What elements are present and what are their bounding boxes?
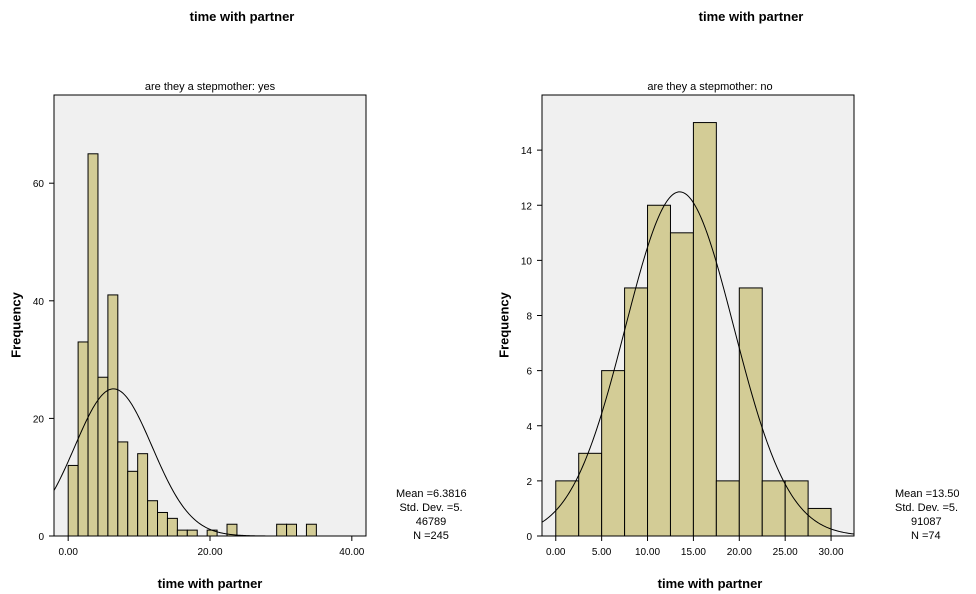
histogram-bar bbox=[176, 529, 188, 537]
stats-box: Mean =13.50 Std. Dev. =5. 91087 N =74 bbox=[895, 487, 976, 543]
histogram-bar bbox=[761, 480, 786, 537]
x-tick-label: 0.00 bbox=[58, 547, 78, 558]
x-tick-label: 25.00 bbox=[773, 547, 798, 558]
histogram-bar bbox=[67, 464, 79, 537]
x-axis-label: time with partner bbox=[157, 576, 263, 591]
x-tick-label: 40.00 bbox=[339, 547, 364, 558]
x-tick-label: 15.00 bbox=[681, 547, 706, 558]
stats-line: N =245 bbox=[413, 530, 449, 542]
histogram-bar bbox=[157, 511, 168, 537]
histogram-svg: 0.00 20.00 40.00 0 20 40 60 bbox=[33, 94, 367, 558]
histogram-bar bbox=[166, 517, 178, 537]
stats-line: Std. Dev. =5. bbox=[895, 502, 959, 514]
normal-curve bbox=[53, 388, 366, 537]
histogram-svg: 0.00 5.00 10.00 15.00 20.00 25.00 30.00 0 2 4 6 8 1… bbox=[521, 94, 855, 558]
chart-title: time with partner bbox=[189, 9, 295, 24]
histogram-bar bbox=[87, 153, 99, 537]
histogram-bar bbox=[784, 480, 809, 537]
x-tick-label: 20.00 bbox=[727, 547, 752, 558]
y-tick-label: 0 bbox=[526, 532, 532, 543]
x-tick-label: 10.00 bbox=[635, 547, 660, 558]
histogram-bar bbox=[555, 480, 580, 537]
stats-line: 46789 bbox=[415, 516, 447, 528]
x-tick-label: 0.00 bbox=[546, 547, 566, 558]
y-tick-label: 60 bbox=[33, 179, 45, 190]
stats-line: Mean =6.3816 bbox=[396, 488, 467, 500]
histogram-bar bbox=[601, 370, 626, 537]
stats-line: N =74 bbox=[911, 530, 941, 542]
chart-subtitle: are they a stepmother: no bbox=[647, 81, 773, 93]
stats-box: Mean =6.3816 Std. Dev. =5. 46789 N =245 bbox=[396, 487, 467, 543]
y-tick-label: 6 bbox=[526, 367, 532, 378]
histogram-bar bbox=[692, 122, 717, 537]
histogram-bar bbox=[127, 470, 139, 537]
normal-curve bbox=[541, 191, 855, 535]
x-axis-label: time with partner bbox=[657, 576, 763, 591]
chart-subtitle: are they a stepmother: yes bbox=[144, 81, 276, 93]
y-tick-label: 8 bbox=[526, 312, 532, 323]
stats-line: Std. Dev. =5. bbox=[399, 502, 463, 514]
x-tick-label: 30.00 bbox=[819, 547, 844, 558]
y-tick-label: 2 bbox=[526, 477, 532, 488]
histogram-bar bbox=[97, 376, 109, 537]
histogram-bar bbox=[276, 523, 288, 537]
y-tick-label: 10 bbox=[521, 256, 533, 267]
x-tick-label: 5.00 bbox=[592, 547, 612, 558]
histogram-bar bbox=[186, 529, 198, 537]
histogram-panel-left: time with partner 0.00 20.00 40.00 0 20 40 60… bbox=[8, 9, 467, 591]
y-tick-label: 20 bbox=[33, 414, 45, 425]
y-tick-label: 12 bbox=[521, 201, 533, 212]
y-tick-label: 0 bbox=[38, 532, 44, 543]
histogram-bar bbox=[117, 441, 129, 537]
stats-line: 91087 bbox=[911, 516, 942, 528]
histogram-bar bbox=[807, 507, 832, 537]
y-tick-label: 40 bbox=[33, 297, 45, 308]
histogram-bar bbox=[669, 232, 694, 537]
histogram-bar bbox=[137, 453, 149, 537]
histogram-bar bbox=[715, 480, 740, 537]
histogram-bar bbox=[77, 341, 89, 537]
histogram-bar bbox=[647, 204, 671, 537]
y-tick-label: 4 bbox=[526, 422, 532, 433]
y-axis-label: Frequency bbox=[496, 292, 512, 358]
x-tick-label: 20.00 bbox=[197, 547, 222, 558]
histogram-bar bbox=[286, 523, 298, 537]
y-axis-label: Frequency bbox=[8, 292, 24, 358]
histogram-panel-right: time with partner 0.00 5.00 10.00 15.00 20.0… bbox=[488, 0, 976, 594]
histogram-bar bbox=[624, 287, 649, 537]
histogram-bar bbox=[738, 287, 763, 537]
y-tick-label: 14 bbox=[521, 146, 533, 157]
histogram-bar bbox=[226, 523, 238, 537]
chart-title: time with partner bbox=[698, 9, 804, 24]
histogram-bar bbox=[107, 294, 119, 537]
stats-line: Mean =13.50 bbox=[895, 488, 960, 500]
histogram-bar bbox=[147, 500, 159, 537]
histogram-bar bbox=[305, 523, 317, 537]
histogram-bar bbox=[578, 452, 603, 537]
